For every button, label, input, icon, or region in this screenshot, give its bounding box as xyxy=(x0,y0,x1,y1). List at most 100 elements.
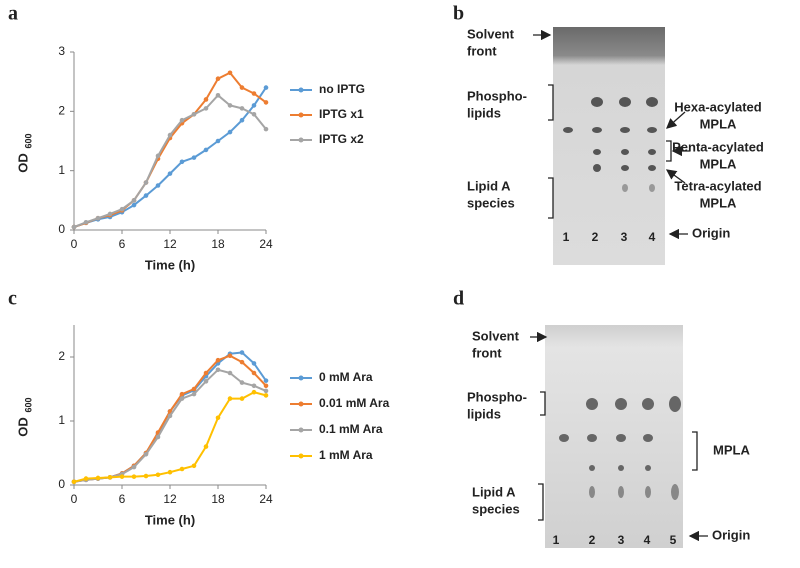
tlc-annotation: MPLA xyxy=(713,442,750,457)
annotation-lines xyxy=(530,29,708,542)
y-tick-label: 1 xyxy=(58,163,65,177)
series-line xyxy=(73,87,267,228)
data-point xyxy=(143,193,149,198)
x-tick-label: 24 xyxy=(259,492,273,506)
data-point xyxy=(227,396,233,401)
panel-label: d xyxy=(453,288,464,310)
data-point xyxy=(203,444,209,449)
data-point xyxy=(203,106,209,111)
data-point xyxy=(179,159,185,165)
tlc-annotation: Phospho- xyxy=(467,389,527,404)
lane-label: 4 xyxy=(644,533,651,547)
data-point xyxy=(203,97,209,102)
data-point xyxy=(263,383,269,389)
y-tick-label: 2 xyxy=(58,349,65,363)
x-tick-label: 0 xyxy=(71,492,78,506)
data-point xyxy=(215,138,221,144)
data-point xyxy=(179,466,185,472)
data-point xyxy=(263,378,269,383)
series-line xyxy=(73,368,267,483)
tlc-annotation: lipids xyxy=(467,105,501,120)
data-point xyxy=(239,117,245,123)
data-point xyxy=(191,112,197,117)
data-point xyxy=(227,70,233,76)
x-tick-label: 6 xyxy=(119,237,126,251)
tlc-annotation: MPLA xyxy=(700,116,737,131)
data-point xyxy=(83,219,89,225)
legend-label: 0.1 mM Ara xyxy=(319,422,383,436)
data-point xyxy=(203,379,209,384)
data-point xyxy=(263,100,269,105)
panel-label: c xyxy=(8,288,17,310)
data-point xyxy=(251,389,257,395)
data-point xyxy=(263,85,269,90)
x-tick-label: 18 xyxy=(211,237,225,251)
data-point xyxy=(191,463,197,469)
data-point xyxy=(227,370,233,376)
y-tick-label: 2 xyxy=(58,104,65,118)
lane-label: 4 xyxy=(649,230,656,244)
legend-marker xyxy=(298,375,304,381)
legend-marker xyxy=(298,137,304,143)
data-point xyxy=(251,103,257,108)
data-point xyxy=(215,415,221,421)
data-point xyxy=(131,474,137,479)
data-point xyxy=(263,126,269,132)
data-point xyxy=(167,469,173,475)
lane-label: 2 xyxy=(592,230,599,244)
series-line xyxy=(73,94,267,228)
data-point xyxy=(179,117,185,123)
tlc-annotation: MPLA xyxy=(700,156,737,171)
data-point xyxy=(167,413,173,419)
data-point xyxy=(251,361,257,366)
tlc-plate xyxy=(545,325,683,548)
lane-label: 3 xyxy=(621,230,628,244)
legend-marker xyxy=(298,87,304,93)
data-point xyxy=(179,396,185,401)
tlc-annotation: species xyxy=(472,501,520,516)
data-point xyxy=(239,396,245,401)
data-point xyxy=(95,475,101,481)
legend-marker xyxy=(298,427,304,433)
data-point xyxy=(215,367,221,373)
y-axis-label: OD 600 xyxy=(15,397,33,436)
data-point xyxy=(155,153,161,159)
x-axis-label: Time (h) xyxy=(145,512,195,527)
y-tick-label: 0 xyxy=(58,222,65,236)
data-point xyxy=(251,91,257,96)
tlc-plate xyxy=(553,27,665,265)
tlc-annotation: front xyxy=(472,345,502,360)
y-tick-label: 0 xyxy=(58,477,65,491)
y-axis-label-subscript: 600 xyxy=(23,397,33,412)
data-point xyxy=(119,206,125,212)
data-point xyxy=(167,171,173,176)
data-point xyxy=(251,383,257,389)
data-point xyxy=(239,380,245,385)
data-point xyxy=(251,370,257,376)
y-tick-label: 1 xyxy=(58,413,65,427)
data-point xyxy=(191,155,197,160)
data-point xyxy=(227,353,233,359)
legend-marker xyxy=(298,453,304,459)
tlc-annotation: Origin xyxy=(712,527,750,542)
data-point xyxy=(239,359,245,365)
data-point xyxy=(143,473,149,479)
data-point xyxy=(227,129,233,135)
data-point xyxy=(143,451,149,457)
data-point xyxy=(215,76,221,81)
legend-label: IPTG x1 xyxy=(319,107,364,121)
x-tick-label: 18 xyxy=(211,492,225,506)
tlc-annotation: Phospho- xyxy=(467,88,527,103)
x-axis-label: Time (h) xyxy=(145,257,195,272)
data-point xyxy=(143,180,149,185)
data-point xyxy=(239,85,245,90)
data-point xyxy=(131,202,137,208)
data-point xyxy=(95,215,101,221)
lane-label: 5 xyxy=(670,533,677,547)
tlc-annotation: Origin xyxy=(692,225,730,240)
data-point xyxy=(203,147,209,153)
y-axis-label-main: OD xyxy=(15,153,30,173)
data-point xyxy=(131,464,137,470)
data-point xyxy=(263,388,269,394)
